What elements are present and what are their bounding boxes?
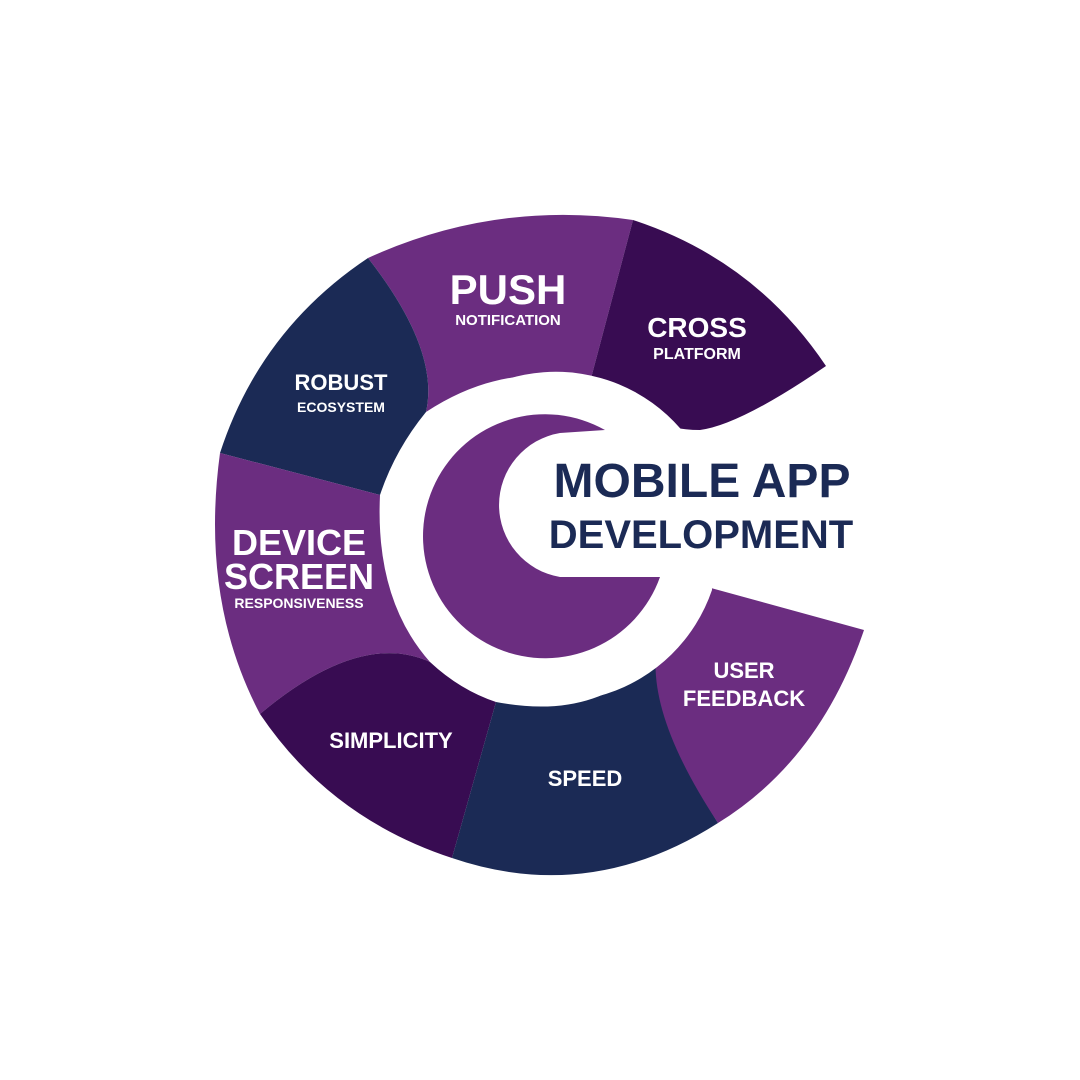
screen-label: SCREEN bbox=[224, 556, 374, 597]
segment-cross-platform bbox=[590, 220, 826, 430]
platform-label: PLATFORM bbox=[653, 346, 741, 363]
user-label: USER bbox=[713, 658, 774, 683]
cross-label: CROSS bbox=[647, 312, 747, 343]
segment-robust-ecosystem bbox=[220, 258, 429, 495]
device-label: DEVICE bbox=[232, 522, 366, 563]
responsiveness-label: RESPONSIVENESS bbox=[234, 595, 363, 611]
feedback-label: FEEDBACK bbox=[683, 686, 805, 711]
speed-label: SPEED bbox=[548, 766, 623, 791]
simplicity-label: SIMPLICITY bbox=[329, 728, 453, 753]
notification-label: NOTIFICATION bbox=[455, 312, 561, 329]
inner-c-shape bbox=[423, 414, 660, 659]
title-line-1: MOBILE APP bbox=[554, 455, 851, 508]
robust-label: ROBUST bbox=[295, 370, 388, 395]
ecosystem-label: ECOSYSTEM bbox=[297, 399, 385, 415]
push-label: PUSH bbox=[450, 266, 567, 313]
segment-push-notification bbox=[368, 214, 633, 412]
segment-device-screen bbox=[215, 453, 430, 714]
segment-user-feedback bbox=[655, 585, 864, 823]
title-line-2: DEVELOPMENT bbox=[549, 513, 853, 557]
segment-speed bbox=[452, 654, 718, 876]
segment-simplicity bbox=[260, 653, 496, 858]
